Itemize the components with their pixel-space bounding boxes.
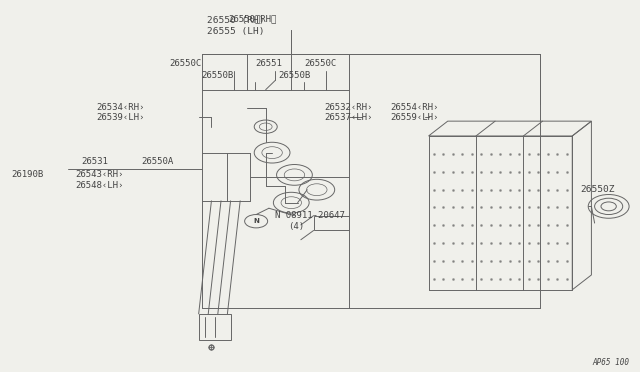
Text: 26559‹LH›: 26559‹LH› [390, 113, 438, 122]
Text: (4): (4) [288, 221, 304, 231]
Text: 26550・RH・: 26550・RH・ [228, 15, 277, 24]
Text: 26550A: 26550A [141, 157, 173, 166]
Text: N 08911-20647: N 08911-20647 [275, 211, 345, 220]
Text: 26550B: 26550B [202, 71, 234, 80]
Text: 26550B: 26550B [278, 71, 310, 80]
Text: 26550 (RH): 26550 (RH) [207, 16, 264, 25]
Text: AP65 100: AP65 100 [593, 358, 630, 367]
Text: 26543‹RH›: 26543‹RH› [76, 170, 124, 179]
Text: N: N [253, 218, 259, 224]
Text: 26537‹LH›: 26537‹LH› [324, 113, 373, 122]
Text: 26539‹LH›: 26539‹LH› [97, 113, 145, 122]
Text: 26534‹RH›: 26534‹RH› [97, 103, 145, 112]
Text: 26550Z: 26550Z [580, 185, 615, 194]
Text: 26550C: 26550C [304, 59, 336, 68]
Text: 26550C: 26550C [170, 59, 202, 68]
Text: 26532‹RH›: 26532‹RH› [324, 103, 373, 112]
Text: 26531: 26531 [82, 157, 109, 166]
Text: 26548‹LH›: 26548‹LH› [76, 181, 124, 190]
Text: 26551: 26551 [255, 59, 282, 68]
Text: 26555 (LH): 26555 (LH) [207, 26, 264, 36]
Text: 26190B: 26190B [12, 170, 44, 179]
Text: 26554‹RH›: 26554‹RH› [390, 103, 438, 112]
